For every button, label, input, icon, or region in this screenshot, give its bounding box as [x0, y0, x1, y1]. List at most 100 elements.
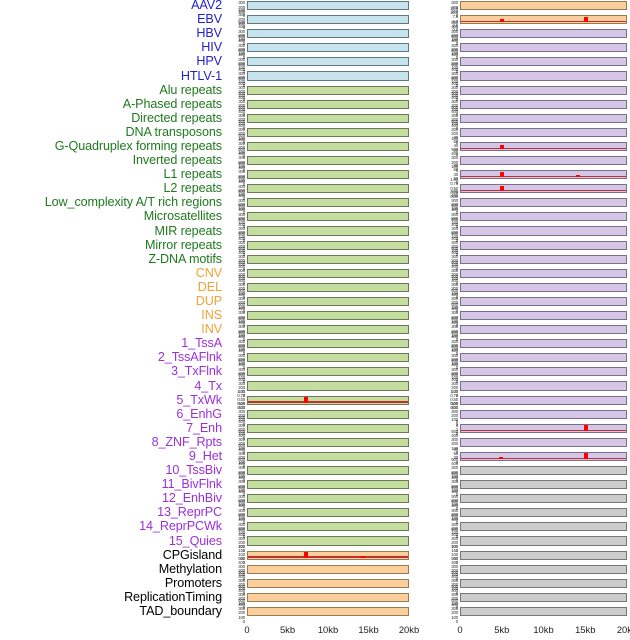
track-right-tad-boundary[interactable] — [460, 606, 627, 616]
track-left-low-complexity-a-t-rich-regions[interactable] — [247, 198, 409, 208]
track-left-4-tx[interactable] — [247, 381, 409, 391]
track-left-mir-repeats[interactable] — [247, 226, 409, 236]
y-tick-label: 0 — [455, 548, 458, 554]
track-left-8-znf-rpts[interactable] — [247, 437, 409, 447]
track-left-dup[interactable] — [247, 296, 409, 306]
track-left-l2-repeats[interactable] — [247, 184, 409, 194]
track-right-mir-repeats[interactable] — [460, 226, 627, 236]
track-left-5-txwk[interactable] — [247, 395, 409, 405]
track-right-6-enhg[interactable] — [460, 409, 627, 419]
track-right-dna-transposons[interactable] — [460, 127, 627, 137]
track-left-alu-repeats[interactable] — [247, 85, 409, 95]
track-right-hbv[interactable] — [460, 29, 627, 39]
y-tick-label: 300 — [451, 98, 458, 104]
track-left-replicationtiming[interactable] — [247, 592, 409, 602]
track-right-2-tssaflnk[interactable] — [460, 353, 627, 363]
track-right-g-quadruplex-forming-repeats[interactable] — [460, 141, 627, 151]
track-right-hiv[interactable] — [460, 43, 627, 53]
track-right-mirror-repeats[interactable] — [460, 240, 627, 250]
track-left-6-enhg[interactable] — [247, 409, 409, 419]
track-left-methylation[interactable] — [247, 564, 409, 574]
track-right-4-tx[interactable] — [460, 381, 627, 391]
track-left-tad-boundary[interactable] — [247, 606, 409, 616]
track-right-inv[interactable] — [460, 325, 627, 335]
track-left-aav2[interactable] — [247, 1, 409, 11]
track-left-ins[interactable] — [247, 311, 409, 321]
track-left-ebv[interactable] — [247, 15, 409, 25]
track-left-htlv-1[interactable] — [247, 71, 409, 81]
y-tick-label: 100 — [451, 262, 458, 268]
track-left-1-tssa[interactable] — [247, 339, 409, 349]
track-right-directed-repeats[interactable] — [460, 113, 627, 123]
track-right-promoters[interactable] — [460, 578, 627, 588]
track-left-del[interactable] — [247, 282, 409, 292]
track-left-inv[interactable] — [247, 325, 409, 335]
track-right-z-dna-motifs[interactable] — [460, 254, 627, 264]
track-left-mirror-repeats[interactable] — [247, 240, 409, 250]
y-tick-label: 0 — [455, 576, 458, 582]
y-tick-label: 100 — [451, 572, 458, 578]
track-left-g-quadruplex-forming-repeats[interactable] — [247, 141, 409, 151]
track-right-13-reprpc[interactable] — [460, 508, 627, 518]
track-right-1-tssa[interactable] — [460, 339, 627, 349]
track-right-hpv[interactable] — [460, 57, 627, 67]
track-left-inverted-repeats[interactable] — [247, 156, 409, 166]
track-left-l1-repeats[interactable] — [247, 170, 409, 180]
track-left-hpv[interactable] — [247, 57, 409, 67]
track-left-3-txflnk[interactable] — [247, 367, 409, 377]
track-right-cpgisland[interactable] — [460, 550, 627, 560]
track-left-directed-repeats[interactable] — [247, 113, 409, 123]
track-right-10-tssbiv[interactable] — [460, 466, 627, 476]
track-left-9-het[interactable] — [247, 451, 409, 461]
y-tick-label: 400 — [238, 52, 245, 58]
track-right-aav2[interactable] — [460, 1, 627, 11]
track-left-14-reprpcwk[interactable] — [247, 522, 409, 532]
track-left-15-quies[interactable] — [247, 536, 409, 546]
track-right-alu-repeats[interactable] — [460, 85, 627, 95]
track-right-7-enh[interactable] — [460, 423, 627, 433]
track-right-del[interactable] — [460, 282, 627, 292]
track-right-3-txflnk[interactable] — [460, 367, 627, 377]
y-tick-label: 300 — [238, 225, 245, 231]
track-left-cpgisland[interactable] — [247, 550, 409, 560]
track-left-7-enh[interactable] — [247, 423, 409, 433]
track-right-cnv[interactable] — [460, 268, 627, 278]
track-right-inverted-repeats[interactable] — [460, 156, 627, 166]
track-right-methylation[interactable] — [460, 564, 627, 574]
track-right-microsatellites[interactable] — [460, 212, 627, 222]
track-left-2-tssaflnk[interactable] — [247, 353, 409, 363]
track-right-l2-repeats[interactable] — [460, 184, 627, 194]
track-right-a-phased-repeats[interactable] — [460, 99, 627, 109]
y-tick-label: 0 — [242, 24, 245, 30]
track-right-12-enhbiv[interactable] — [460, 494, 627, 504]
track-right-low-complexity-a-t-rich-regions[interactable] — [460, 198, 627, 208]
y-tick-label: 0 — [455, 280, 458, 286]
y-tick-label: 400 — [238, 80, 245, 86]
track-right-15-quies[interactable] — [460, 536, 627, 546]
track-left-z-dna-motifs[interactable] — [247, 254, 409, 264]
track-label-13-reprpc: 13_ReprPC — [157, 505, 222, 520]
track-right-9-het[interactable] — [460, 451, 627, 461]
track-left-hiv[interactable] — [247, 43, 409, 53]
track-right-replicationtiming[interactable] — [460, 592, 627, 602]
track-right-htlv-1[interactable] — [460, 71, 627, 81]
track-right-dup[interactable] — [460, 296, 627, 306]
track-left-10-tssbiv[interactable] — [247, 466, 409, 476]
track-left-a-phased-repeats[interactable] — [247, 99, 409, 109]
track-left-11-bivflnk[interactable] — [247, 480, 409, 490]
track-left-cnv[interactable] — [247, 268, 409, 278]
track-left-13-reprpc[interactable] — [247, 508, 409, 518]
track-left-dna-transposons[interactable] — [247, 127, 409, 137]
y-tick-label: 0 — [242, 55, 245, 61]
track-right-ins[interactable] — [460, 311, 627, 321]
track-left-12-enhbiv[interactable] — [247, 494, 409, 504]
track-left-promoters[interactable] — [247, 578, 409, 588]
track-right-ebv[interactable] — [460, 15, 627, 25]
track-right-11-bivflnk[interactable] — [460, 480, 627, 490]
track-left-microsatellites[interactable] — [247, 212, 409, 222]
track-right-8-znf-rpts[interactable] — [460, 437, 627, 447]
track-right-l1-repeats[interactable] — [460, 170, 627, 180]
track-left-hbv[interactable] — [247, 29, 409, 39]
track-right-5-txwk[interactable] — [460, 395, 627, 405]
track-right-14-reprpcwk[interactable] — [460, 522, 627, 532]
